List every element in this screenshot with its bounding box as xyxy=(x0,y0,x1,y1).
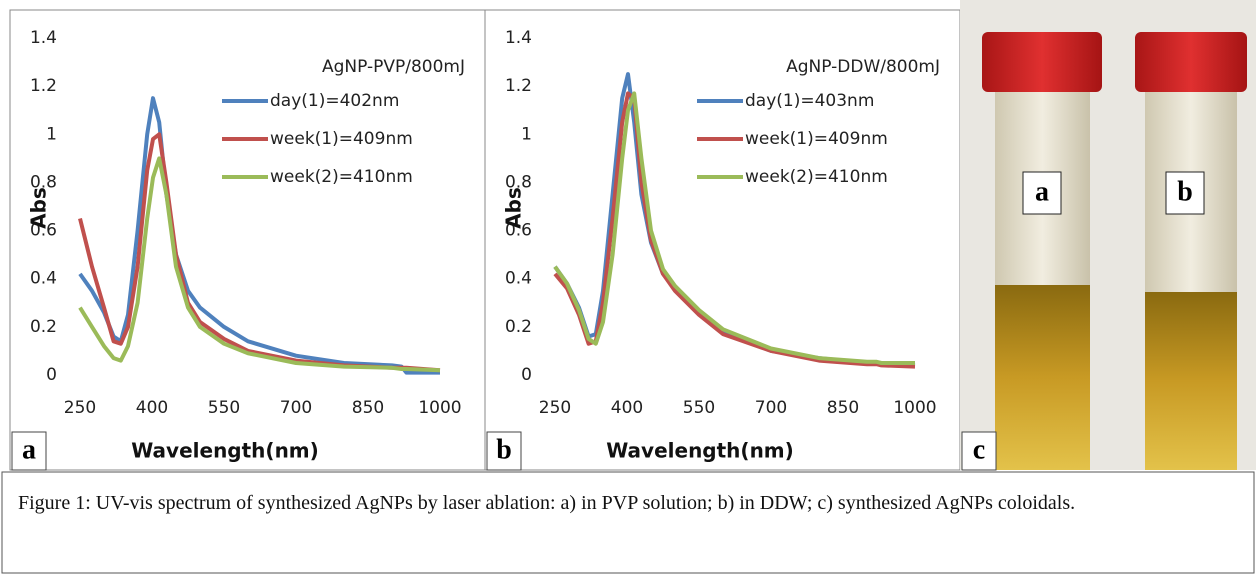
legend-label: day(1)=402nm xyxy=(270,91,399,111)
y-tick-label: 0.4 xyxy=(505,269,532,289)
x-tick-label: 550 xyxy=(683,398,715,418)
legend-label: week(2)=410nm xyxy=(745,167,888,187)
photo-label-box xyxy=(1022,171,1062,215)
legend-label: day(1)=403nm xyxy=(745,91,874,111)
legend-label: week(1)=409nm xyxy=(745,129,888,149)
x-axis-label: Wavelength(nm) xyxy=(606,439,794,463)
caption: Figure 1: UV-vis spectrum of synthesized… xyxy=(18,492,1076,514)
x-tick-label: 1000 xyxy=(418,398,461,418)
y-tick-label: 0.6 xyxy=(505,221,532,241)
y-tick-label: 0 xyxy=(521,365,532,385)
y-tick-label: 0.8 xyxy=(30,172,57,192)
y-tick-label: 1.4 xyxy=(505,28,532,48)
x-tick-label: 550 xyxy=(208,398,240,418)
x-axis-label: Wavelength(nm) xyxy=(131,439,319,463)
series-line xyxy=(78,156,441,373)
x-tick-label: 250 xyxy=(64,398,96,418)
y-tick-label: 1.4 xyxy=(30,28,57,48)
y-tick-label: 1 xyxy=(46,124,57,144)
photo-label: a xyxy=(1035,176,1049,207)
y-tick-label: 1 xyxy=(521,124,532,144)
y-axis-label: Abs xyxy=(27,187,51,229)
photo xyxy=(960,0,1256,470)
legend-label: week(2)=410nm xyxy=(270,167,413,187)
x-tick-label: 400 xyxy=(611,398,643,418)
panel-label-box xyxy=(486,431,522,471)
y-tick-label: 0.8 xyxy=(505,172,532,192)
x-tick-label: 1000 xyxy=(893,398,936,418)
y-tick-label: 0.2 xyxy=(505,317,532,337)
legend-label: week(1)=409nm xyxy=(270,129,413,149)
panel-label-box xyxy=(11,431,47,471)
x-tick-label: 850 xyxy=(827,398,859,418)
x-tick-label: 700 xyxy=(755,398,787,418)
y-tick-label: 0.6 xyxy=(30,221,57,241)
panel-label: a xyxy=(22,434,36,465)
y-tick-label: 1.2 xyxy=(30,76,57,96)
x-tick-label: 400 xyxy=(136,398,168,418)
y-axis-label: Abs xyxy=(502,187,526,229)
caption-frame xyxy=(1,471,1255,574)
photo-label: b xyxy=(1177,176,1193,207)
x-tick-label: 850 xyxy=(352,398,384,418)
panel-label-box xyxy=(961,431,997,471)
panel-label: b xyxy=(496,434,512,465)
photo-label-box xyxy=(1165,171,1205,215)
y-tick-label: 0.4 xyxy=(30,269,57,289)
series-line xyxy=(553,91,915,365)
annotation: AgNP-PVP/800mJ xyxy=(322,57,465,77)
x-tick-label: 700 xyxy=(280,398,312,418)
y-tick-label: 1.2 xyxy=(505,76,532,96)
y-tick-label: 0 xyxy=(46,365,57,385)
x-tick-label: 250 xyxy=(539,398,571,418)
y-tick-label: 0.2 xyxy=(30,317,57,337)
annotation: AgNP-DDW/800mJ xyxy=(786,57,940,77)
panel-label: c xyxy=(973,434,985,465)
